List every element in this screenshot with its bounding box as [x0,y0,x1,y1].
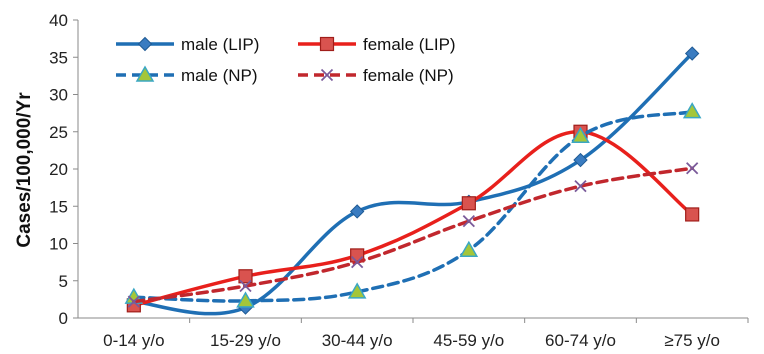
y-tick-label: 30 [49,86,68,105]
y-tick-label: 40 [49,11,68,30]
legend-label: male (LIP) [181,35,259,54]
data-point-female-np [351,255,364,269]
x-ticks: 0-14 y/o 15-29 y/o 30-44 y/o 45-59 y/o 60-74… [103,318,749,350]
series-line-male-lip [132,51,694,316]
data-point-male-np [347,282,367,299]
y-tick-label: 10 [49,235,68,254]
series-group [124,46,702,316]
x-tick-label: ≥75 y/o [664,331,720,350]
data-point-female-np [462,215,475,228]
data-point-male-lip [349,204,365,219]
y-tick-label: 35 [49,48,68,67]
data-point-female-lip [238,269,253,284]
data-point-male-np [236,291,255,308]
series-line-male-np [132,109,694,303]
y-tick-label: 25 [49,123,68,142]
data-point-male-np [459,240,479,257]
legend-marker [137,36,153,52]
legend-marker [135,65,155,82]
data-point-male-lip [573,152,588,168]
legend-marker [320,68,334,82]
series-line-female-np [132,166,694,304]
legend-label: female (LIP) [363,35,456,54]
y-tick-label: 5 [59,272,68,291]
data-point-male-lip [684,46,700,61]
legend-item-female-np: female (NP) [298,66,454,85]
y-ticks: 0 5 10 15 20 25 30 35 40 [49,11,78,328]
data-point-female-lip [685,207,700,222]
x-tick-label: 45-59 y/o [433,331,504,350]
series-female-np [127,162,699,308]
y-tick-label: 0 [59,309,68,328]
data-point-female-np [239,279,252,293]
data-point-female-np [574,179,587,193]
x-tick-label: 0-14 y/o [103,331,164,350]
legend-item-male-np: male (NP) [116,65,258,85]
legend-label: female (NP) [363,66,454,85]
data-point-male-np [571,126,590,143]
legend: male (LIP) female (LIP) male (NP) female (N… [116,35,456,85]
y-tick-label: 20 [49,160,68,179]
data-point-female-np [686,162,699,175]
y-tick-label: 15 [49,197,68,216]
legend-item-male-lip: male (LIP) [116,35,259,54]
legend-label: male (NP) [181,66,258,85]
legend-marker [319,36,335,52]
y-axis-label: Cases/100,000/Yr [14,92,35,248]
data-point-female-np [127,295,140,308]
data-point-male-np [682,102,702,119]
axes [77,20,748,319]
data-point-female-lip [461,196,476,211]
legend-item-female-lip: female (LIP) [298,35,456,54]
x-tick-label: 60-74 y/o [545,331,616,350]
series-female-lip [126,124,700,313]
x-tick-label: 15-29 y/o [210,331,281,350]
series-male-np [124,102,702,308]
x-tick-label: 30-44 y/o [322,331,393,350]
